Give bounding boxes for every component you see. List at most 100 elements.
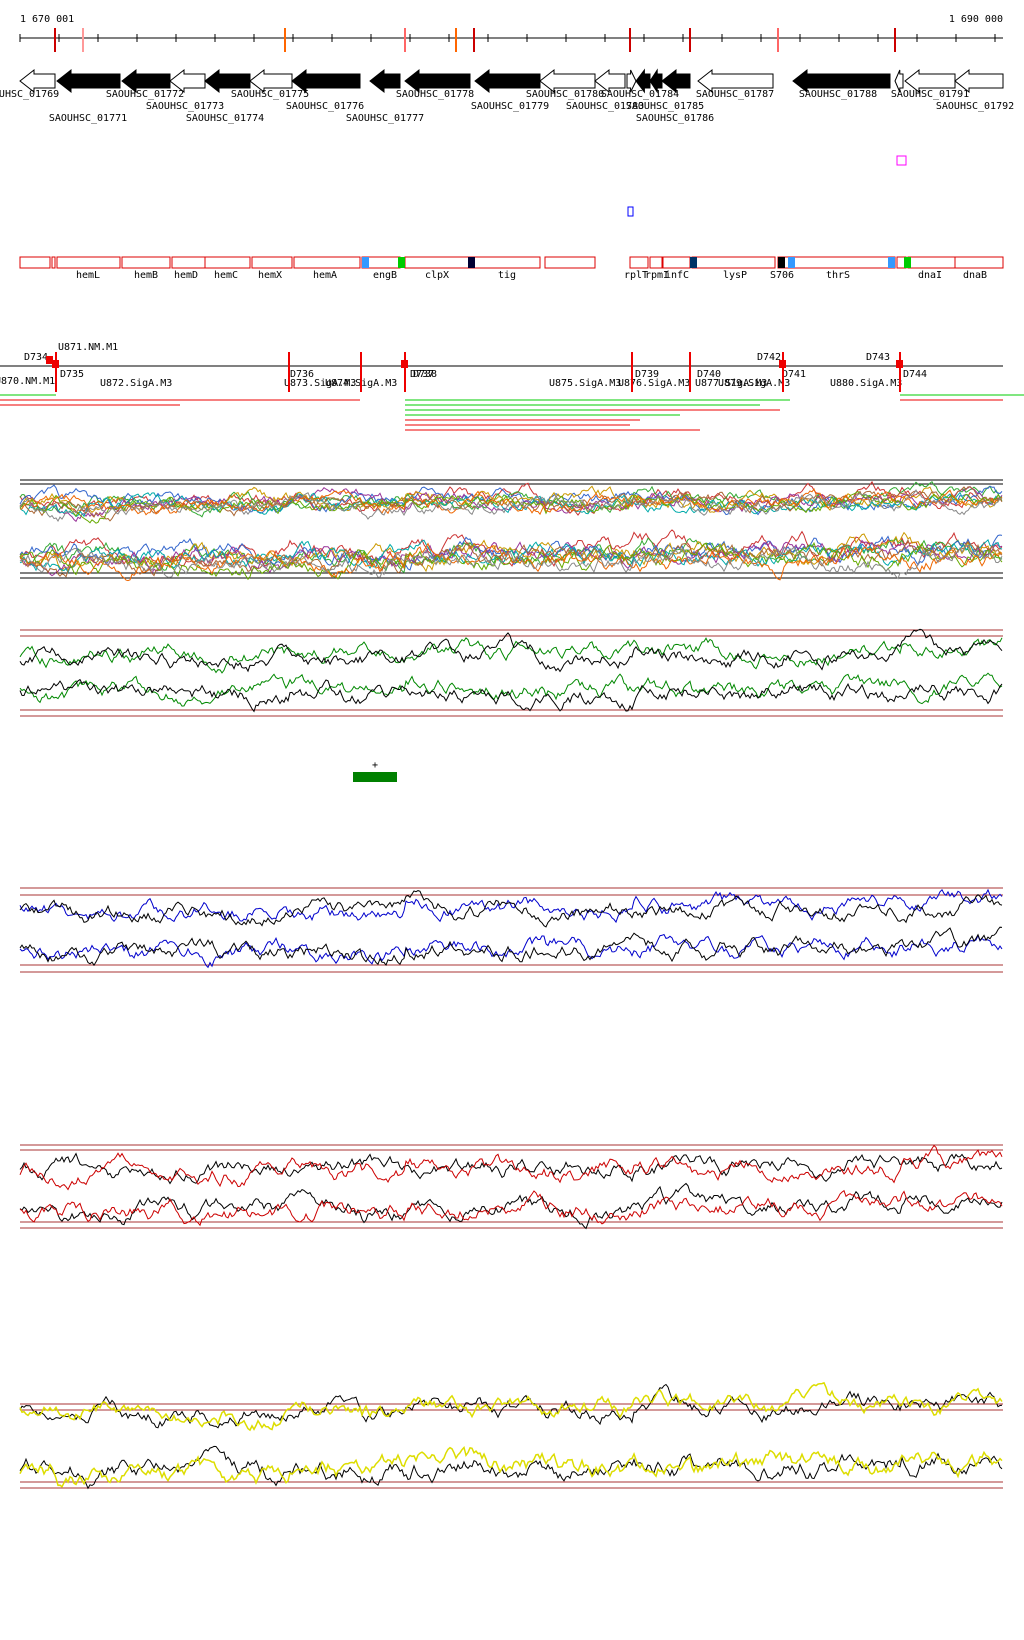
gene-label: SAOUHSC_01771 bbox=[49, 113, 127, 124]
segment-label: U880.SigA.M3 bbox=[830, 378, 902, 389]
operon-label: hemA bbox=[313, 270, 337, 281]
signal-trace bbox=[19, 542, 1003, 582]
operon-box bbox=[293, 256, 361, 269]
operon-label: clpX bbox=[425, 270, 449, 281]
operon-box bbox=[251, 256, 293, 269]
gene-arrow bbox=[661, 68, 691, 94]
gene-arrow bbox=[369, 68, 401, 94]
segment-label: D742 bbox=[757, 352, 781, 363]
signal-trace bbox=[19, 1445, 1003, 1490]
gene-arrow bbox=[19, 68, 56, 94]
signal-trace bbox=[19, 489, 1003, 522]
operon-box bbox=[691, 256, 776, 269]
gene-arrow bbox=[697, 68, 774, 94]
operon-label: rpmI bbox=[645, 270, 669, 281]
operon-box bbox=[204, 256, 251, 269]
signal-trace bbox=[19, 888, 1003, 924]
signal-trace bbox=[19, 1189, 1003, 1227]
operon-label: lysP bbox=[723, 270, 747, 281]
gene-label: SAOUHSC_01769 bbox=[0, 89, 59, 100]
segment-label: D739 bbox=[635, 369, 659, 380]
gene-label: SAOUHSC_01784 bbox=[601, 89, 679, 100]
operon-label: hemC bbox=[214, 270, 238, 281]
operon-mark bbox=[398, 257, 405, 268]
operon-label: rplT bbox=[624, 270, 648, 281]
gene-label: SAOUHSC_01783 bbox=[566, 101, 644, 112]
operon-mark bbox=[788, 257, 795, 268]
operon-box bbox=[56, 256, 121, 269]
gene-label: SAOUHSC_01791 bbox=[891, 89, 969, 100]
operon-box bbox=[121, 256, 171, 269]
operon-label: hemL bbox=[76, 270, 100, 281]
gene-label: SAOUHSC_01777 bbox=[346, 113, 424, 124]
segment-label: U877.SigA.M3 bbox=[695, 378, 767, 389]
segment-label: U872.SigA.M3 bbox=[100, 378, 172, 389]
segment-label: D738 bbox=[413, 369, 437, 380]
segment-box bbox=[779, 360, 786, 368]
operon-label: infC bbox=[665, 270, 689, 281]
operon-mark bbox=[690, 257, 697, 268]
segment-label: U873.SigA.M3 bbox=[284, 378, 356, 389]
segment-label: D734 bbox=[24, 352, 48, 363]
operon-label: hemB bbox=[134, 270, 158, 281]
operon-box bbox=[649, 256, 663, 269]
gene-label: SAOUHSC_01788 bbox=[799, 89, 877, 100]
signal-trace bbox=[19, 539, 1003, 574]
operon-mark bbox=[778, 257, 785, 268]
gene-arrow bbox=[56, 68, 121, 94]
signal-trace bbox=[19, 544, 1003, 580]
operon-mark bbox=[362, 257, 369, 268]
marker bbox=[896, 155, 907, 166]
operon-box bbox=[954, 256, 1004, 269]
segment-box bbox=[896, 360, 903, 368]
signal-trace bbox=[19, 1381, 1003, 1432]
signal-trace bbox=[19, 1144, 1003, 1191]
gene-label: SAOUHSC_01773 bbox=[146, 101, 224, 112]
gene-label: SAOUHSC_01772 bbox=[106, 89, 184, 100]
signal-trace bbox=[19, 926, 1003, 967]
operon-mark bbox=[888, 257, 895, 268]
signal-trace bbox=[19, 1383, 1003, 1429]
gene-label: SAOUHSC_01775 bbox=[231, 89, 309, 100]
operon-label: dnaI bbox=[918, 270, 942, 281]
operon-mark bbox=[904, 257, 911, 268]
operon-label: tig bbox=[498, 270, 516, 281]
segment-label: D741 bbox=[782, 369, 806, 380]
gene-arrow bbox=[594, 68, 626, 94]
operon-box bbox=[793, 256, 896, 269]
strand-block bbox=[353, 772, 397, 782]
segment-label: D740 bbox=[697, 369, 721, 380]
signal-trace bbox=[19, 1182, 1003, 1230]
segment-label: U875.SigA.M3 bbox=[549, 378, 621, 389]
operon-box bbox=[629, 256, 649, 269]
gene-label: SAOUHSC_01776 bbox=[286, 101, 364, 112]
gene-label: SAOUHSC_01792 bbox=[936, 101, 1014, 112]
operon-box bbox=[171, 256, 206, 269]
gene-label: SAOUHSC_01787 bbox=[696, 89, 774, 100]
segment-label: U870.NM.M1 bbox=[0, 376, 55, 387]
gene-label: SAOUHSC_01785 bbox=[626, 101, 704, 112]
gene-label: SAOUHSC_01774 bbox=[186, 113, 264, 124]
operon-box bbox=[662, 256, 691, 269]
operon-label: hemD bbox=[174, 270, 198, 281]
operon-box bbox=[544, 256, 596, 269]
signal-trace bbox=[19, 1152, 1003, 1185]
gene-arrow bbox=[954, 68, 1004, 94]
operon-label: hemX bbox=[258, 270, 282, 281]
operon-label: engB bbox=[373, 270, 397, 281]
segment-label: D735 bbox=[60, 369, 84, 380]
segment-label: U871.NM.M1 bbox=[58, 342, 118, 353]
signal-trace bbox=[19, 628, 1003, 673]
axis-end: 1 690 000 bbox=[949, 14, 1003, 25]
gene-label: SAOUHSC_01779 bbox=[471, 101, 549, 112]
gene-label: SAOUHSC_01778 bbox=[396, 89, 474, 100]
gene-label: SAOUHSC_01780 bbox=[526, 89, 604, 100]
gene-label: SAOUHSC_01786 bbox=[636, 113, 714, 124]
gene-arrow bbox=[291, 68, 361, 94]
segment-label: D736 bbox=[290, 369, 314, 380]
operon-label: S706 bbox=[770, 270, 794, 281]
operon-label: dnaB bbox=[963, 270, 987, 281]
signal-trace bbox=[19, 1445, 1003, 1488]
operon-box bbox=[51, 256, 56, 269]
